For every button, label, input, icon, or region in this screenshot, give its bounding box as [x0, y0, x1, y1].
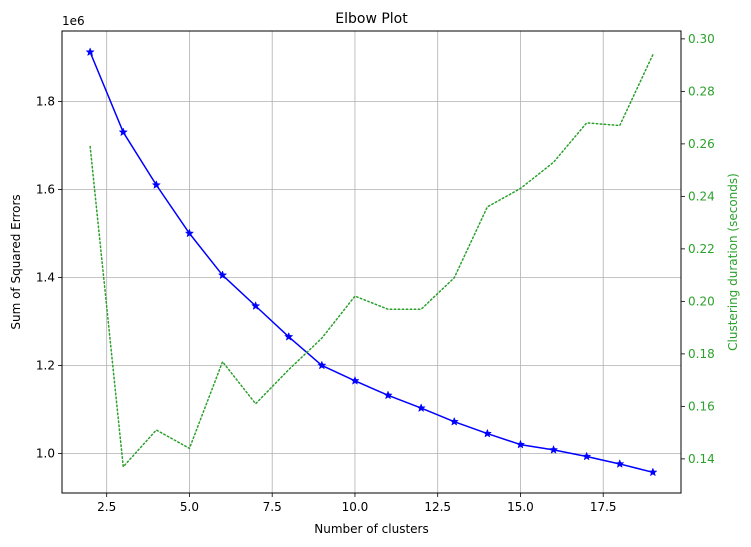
- y-right-tick-label: 0.14: [688, 452, 715, 466]
- x-tick-label: 17.5: [590, 500, 617, 514]
- x-tick-label: 5.0: [180, 500, 199, 514]
- series-layer: [85, 47, 658, 477]
- sse-point: [515, 439, 526, 449]
- y-right-tick-label: 0.24: [688, 189, 715, 203]
- sse-point: [449, 416, 459, 426]
- sse-line: [89, 51, 654, 474]
- x-tick-label: 10.0: [342, 500, 369, 514]
- sse-point: [317, 360, 327, 370]
- sse-point: [151, 180, 161, 189]
- sse-point: [250, 301, 261, 310]
- sse-point: [416, 403, 426, 413]
- y-right-tick-label: 0.28: [688, 84, 715, 98]
- sse-point: [615, 459, 625, 468]
- sse-point: [482, 428, 493, 438]
- sse-point: [85, 47, 95, 57]
- sse-point: [118, 127, 128, 137]
- y-axis-title-left: Sum of Squared Errors: [9, 194, 23, 329]
- y-right-tick-label: 0.22: [688, 242, 715, 256]
- chart-title: Elbow Plot: [335, 11, 408, 27]
- y-right-tick-label: 0.30: [688, 32, 715, 46]
- y-right-tick-label: 0.16: [688, 399, 715, 413]
- ticks: 2.5 5.0 7.5 10.0 12.5 15.0 17.5 1.0 1.2 1.4 1.6 1.8…: [36, 32, 715, 514]
- x-tick-label: 2.5: [97, 500, 116, 514]
- y-tick-label: 1.4: [36, 270, 55, 284]
- y-tick-label: 1.2: [36, 358, 55, 372]
- plot-frame: [61, 30, 682, 494]
- y-axis-title-right: Clustering duration (seconds): [726, 173, 740, 351]
- sse-point: [350, 375, 360, 385]
- x-axis-title: Number of clusters: [314, 522, 428, 536]
- sse-point: [582, 451, 592, 461]
- grid: [62, 31, 681, 493]
- x-tick-label: 7.5: [263, 500, 282, 514]
- y-right-tick-label: 0.26: [688, 137, 715, 151]
- x-tick-label: 12.5: [424, 500, 451, 514]
- y-tick-label: 1.8: [36, 94, 55, 108]
- y-tick-label: 1.0: [36, 446, 55, 460]
- sse-point: [284, 331, 294, 341]
- sse-point: [217, 270, 228, 280]
- sse-point: [648, 467, 658, 477]
- duration-line: [89, 53, 654, 468]
- sse-point: [184, 228, 195, 238]
- y-tick-label: 1.6: [36, 182, 55, 196]
- y-right-tick-label: 0.18: [688, 347, 715, 361]
- y-axis-offset-label: 1e6: [62, 14, 85, 28]
- y-right-tick-label: 0.20: [688, 294, 715, 308]
- sse-point: [383, 390, 393, 400]
- x-tick-label: 15.0: [507, 500, 534, 514]
- sse-point: [548, 444, 559, 454]
